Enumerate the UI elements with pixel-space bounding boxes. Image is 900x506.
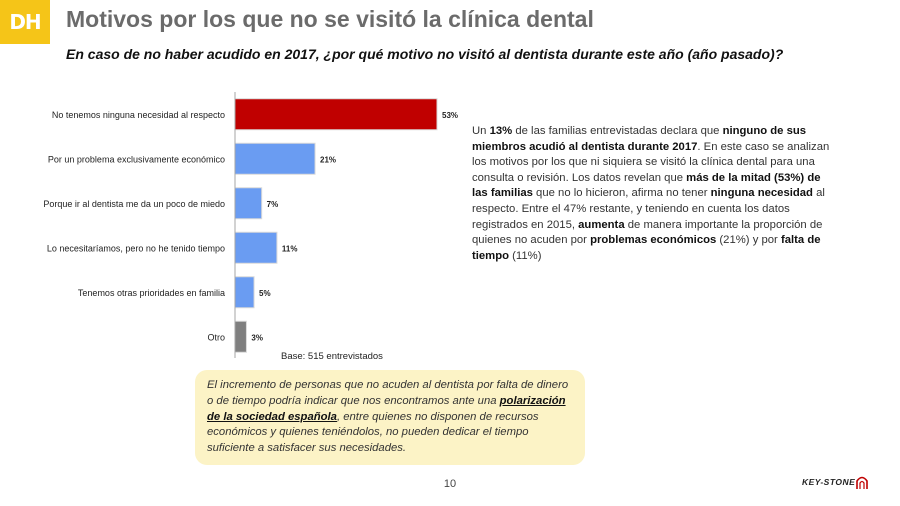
emphasis-text: problemas económicos bbox=[590, 234, 717, 247]
emphasis-text: ninguna necesidad bbox=[710, 187, 813, 200]
company-logo: DH bbox=[0, 0, 50, 44]
data-label: 5% bbox=[259, 289, 271, 298]
conclusion-callout: El incremento de personas que no acuden … bbox=[195, 370, 585, 465]
text-run: El incremento de personas que no acuden … bbox=[207, 379, 569, 407]
data-label: 11% bbox=[282, 244, 298, 253]
text-run: . En este caso se analizan los motivos p… bbox=[472, 140, 830, 184]
data-label: 3% bbox=[251, 333, 263, 342]
data-label: 53% bbox=[442, 111, 458, 120]
emphasis-text: polarización de la sociedad española bbox=[207, 394, 566, 423]
emphasis-text: más de la mitad (53%) de las familias bbox=[472, 171, 821, 200]
bar bbox=[234, 98, 438, 131]
explanation-text: Un 13% de las familias entrevistadas dec… bbox=[472, 124, 832, 264]
bar bbox=[234, 187, 263, 220]
brand-logo: KEY-STONE bbox=[802, 474, 869, 490]
page-number: 10 bbox=[443, 478, 457, 490]
text-run: , entre quienes no disponen de recursos … bbox=[207, 410, 539, 455]
bar bbox=[234, 142, 316, 175]
text-run: de manera importante la proporción de qu… bbox=[472, 218, 823, 247]
emphasis-text: falta de tiempo bbox=[472, 234, 821, 262]
keystone-arch-icon bbox=[856, 476, 869, 489]
data-label: 7% bbox=[267, 200, 279, 209]
bar bbox=[234, 231, 278, 264]
emphasis-text: 13% bbox=[489, 125, 513, 137]
data-label: 21% bbox=[320, 155, 336, 164]
category-label: Tenemos otras prioridades en familia bbox=[78, 288, 225, 298]
emphasis-text: aumenta bbox=[578, 218, 625, 231]
logo-text: DH bbox=[9, 10, 41, 34]
page-subtitle: En caso de no haber acudido en 2017, ¿po… bbox=[66, 46, 784, 62]
bar bbox=[234, 320, 247, 353]
text-run: al respecto. Entre el 47% restante, y te… bbox=[472, 187, 825, 231]
category-label: Porque ir al dentista me da un poco de m… bbox=[43, 199, 225, 209]
category-label: No tenemos ninguna necesidad al respecto bbox=[52, 110, 225, 120]
emphasis-text: ninguno de sus miembros acudió al dentis… bbox=[472, 125, 807, 153]
bar bbox=[234, 276, 255, 309]
category-label: Otro bbox=[207, 332, 225, 342]
page-title: Motivos por los que no se visitó la clín… bbox=[66, 6, 594, 32]
brand-name: KEY-STONE bbox=[802, 477, 856, 487]
text-run: de las familias entrevistadas declara qu… bbox=[512, 125, 723, 137]
text-run: (11%) bbox=[509, 249, 542, 262]
category-label: Lo necesitaríamos, pero no he tenido tie… bbox=[47, 243, 225, 253]
text-run: (21%) y por bbox=[716, 234, 781, 247]
bar-chart: No tenemos ninguna necesidad al respecto… bbox=[43, 92, 458, 358]
text-run: Un bbox=[472, 125, 490, 137]
base-note: Base: 515 entrevistados bbox=[281, 351, 383, 362]
category-label: Por un problema exclusivamente económico bbox=[48, 154, 225, 164]
text-run: que no lo hicieron, afirma no tener bbox=[532, 187, 711, 200]
